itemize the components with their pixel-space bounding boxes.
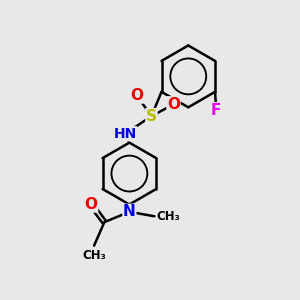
- Text: HN: HN: [113, 127, 136, 141]
- Text: F: F: [211, 103, 221, 118]
- Text: O: O: [130, 88, 143, 103]
- Text: S: S: [146, 109, 157, 124]
- Text: CH₃: CH₃: [82, 249, 106, 262]
- Text: CH₃: CH₃: [157, 210, 180, 223]
- Text: O: O: [167, 97, 180, 112]
- Text: O: O: [85, 197, 98, 212]
- Text: N: N: [123, 204, 136, 219]
